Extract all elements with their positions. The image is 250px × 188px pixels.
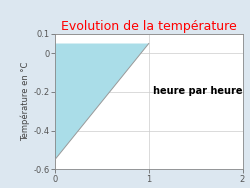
Text: heure par heure: heure par heure: [154, 86, 243, 96]
Y-axis label: Température en °C: Température en °C: [21, 62, 30, 141]
Polygon shape: [55, 43, 149, 160]
Title: Evolution de la température: Evolution de la température: [61, 20, 236, 33]
